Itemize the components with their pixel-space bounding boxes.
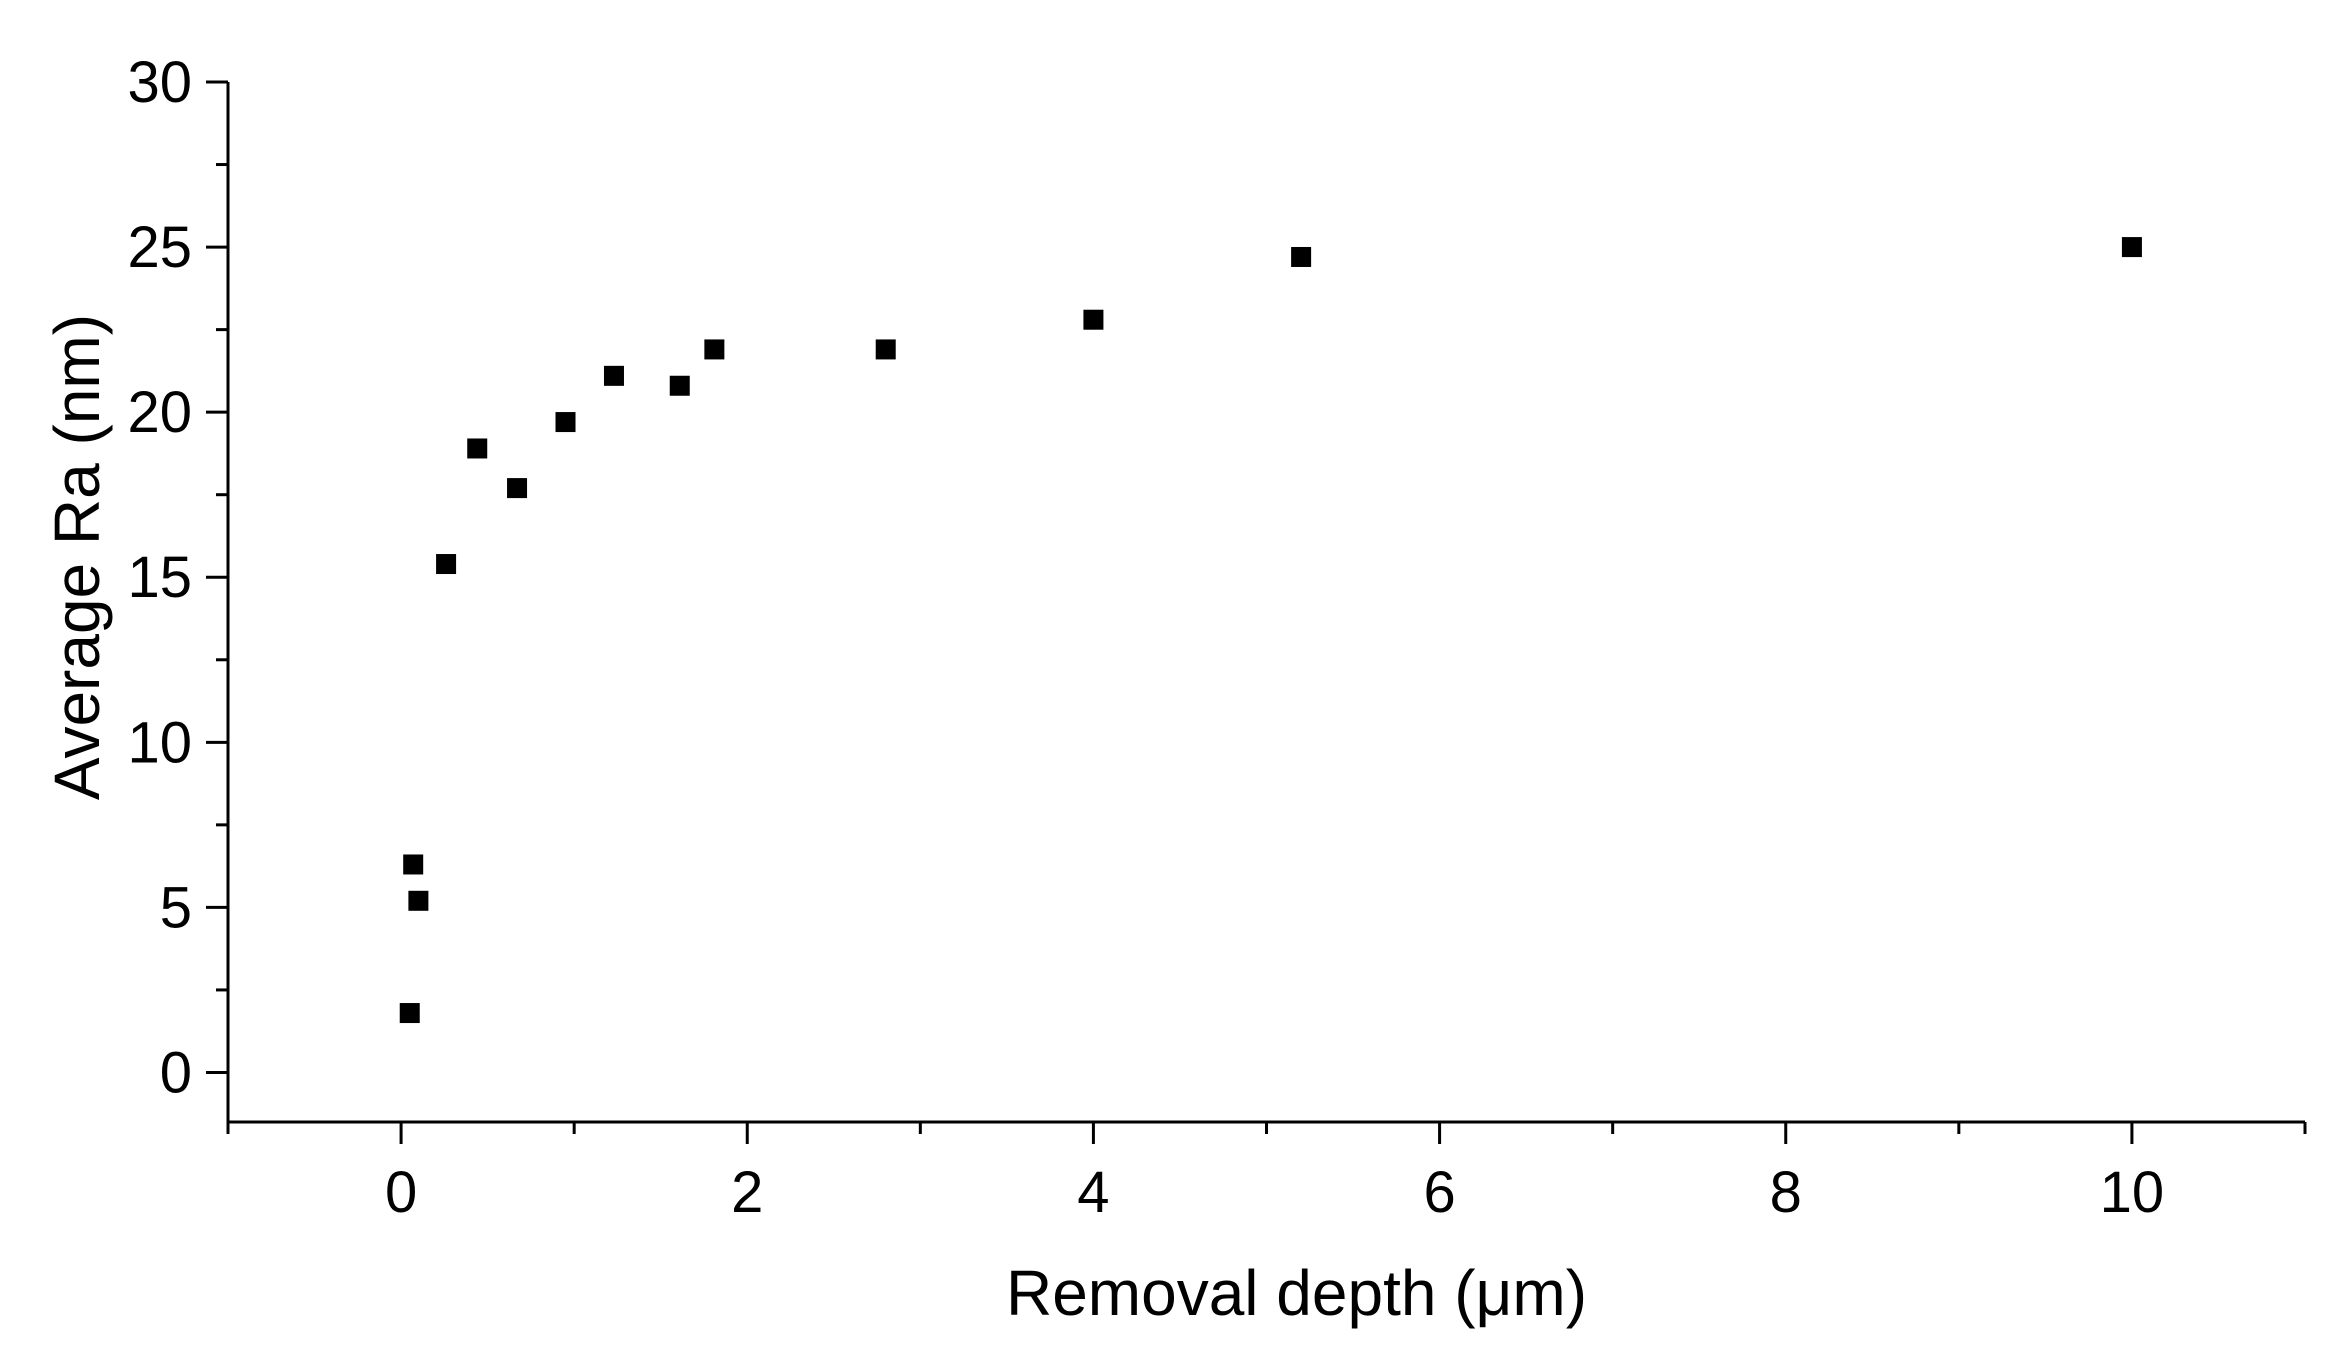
x-tick-label: 4 [1077, 1160, 1109, 1225]
data-points [399, 237, 2142, 1024]
y-tick-label: 25 [127, 215, 192, 280]
data-point [875, 339, 896, 360]
ticks: 0 2 4 6 8 10 0 5 10 15 20 25 30 [127, 50, 2307, 1225]
y-tick-label: 20 [127, 380, 192, 445]
y-tick-label: 15 [127, 545, 192, 610]
y-tick-label: 10 [127, 710, 192, 775]
data-point [2121, 237, 2142, 258]
data-point [704, 339, 725, 360]
data-point [436, 554, 457, 575]
data-point [555, 412, 576, 433]
x-tick-label: 6 [1423, 1160, 1455, 1225]
y-tick-label: 0 [160, 1040, 192, 1105]
data-point [408, 890, 429, 911]
data-point [1083, 309, 1104, 330]
data-point [507, 478, 528, 499]
y-axis-title: Average Ra (nm) [41, 314, 113, 800]
data-point [603, 365, 624, 386]
data-point [399, 1003, 420, 1024]
y-tick-label: 30 [127, 50, 192, 115]
x-tick-label: 8 [1770, 1160, 1802, 1225]
data-point [403, 854, 424, 875]
y-tick-label: 5 [160, 875, 192, 940]
data-point [1291, 246, 1312, 267]
x-axis-title: Removal depth (μm) [1006, 1257, 1587, 1329]
axes [226, 82, 2305, 1124]
x-tick-label: 2 [731, 1160, 763, 1225]
x-tick-label: 10 [2100, 1160, 2165, 1225]
data-point [669, 375, 690, 396]
x-tick-label: 0 [385, 1160, 417, 1225]
data-point [467, 438, 488, 459]
